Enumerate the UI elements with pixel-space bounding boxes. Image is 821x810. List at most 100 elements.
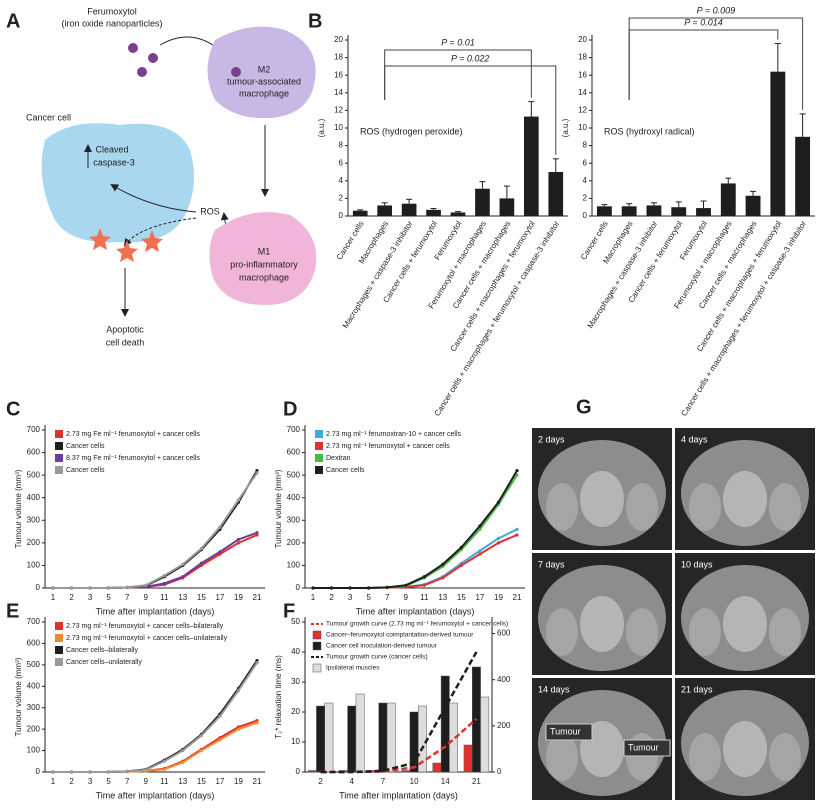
y-tick-label: 0	[296, 767, 301, 776]
point	[515, 469, 519, 473]
bar	[720, 183, 736, 216]
legend-swatch	[55, 622, 63, 630]
x-tick-label: 7	[125, 777, 130, 786]
bar	[450, 212, 466, 216]
x-tick-label: 3	[348, 593, 353, 602]
point	[181, 562, 185, 566]
legend-swatch	[55, 442, 63, 450]
y-tick-label: 4	[583, 176, 588, 185]
point	[51, 770, 55, 774]
line	[53, 470, 258, 589]
bracket	[628, 29, 779, 100]
image-label: 4 days	[681, 434, 708, 444]
legend-label: Cancer–ferumoxytol coimplantation-derive…	[326, 632, 474, 639]
bar	[355, 693, 365, 773]
y-tick-label: 600	[27, 639, 41, 648]
y-tick-label: 600	[27, 448, 41, 457]
y-tick-label: 500	[27, 660, 41, 669]
y-tick-label: 20	[578, 35, 587, 44]
bar	[770, 71, 786, 217]
point	[255, 469, 259, 473]
x-tick-label: 19	[234, 593, 243, 602]
legend-swatch	[315, 466, 323, 474]
mri-organ	[723, 471, 767, 527]
point	[218, 714, 222, 718]
image-label: 10 days	[681, 559, 713, 569]
x-tick-label: 1	[51, 777, 56, 786]
point	[144, 583, 148, 587]
legend-swatch	[312, 641, 322, 651]
point	[162, 581, 166, 586]
x-tick-label: 19	[234, 777, 243, 786]
y-tick-label: 2	[583, 194, 588, 203]
x-tick-label: 21	[253, 593, 262, 602]
x-tick-label: 17	[215, 593, 224, 602]
point	[255, 531, 259, 535]
mri-organ	[723, 596, 767, 652]
panel-label: B	[308, 10, 322, 32]
y-tick-label: 10	[334, 123, 343, 132]
point	[199, 561, 203, 565]
y-tick-label: 10	[578, 123, 587, 132]
x-tick-label: 7	[125, 593, 130, 602]
point	[404, 583, 408, 587]
label: Cleaved	[95, 144, 128, 154]
point	[107, 586, 111, 590]
x-tick-label: 21	[472, 777, 481, 786]
point	[255, 721, 259, 725]
x-tick-label: 15	[197, 593, 206, 602]
label: Ferumoxytol	[87, 6, 137, 16]
point	[478, 524, 482, 528]
x-tick-label: 2	[329, 593, 334, 602]
legend-label: Cancer cell inoculation-derived tumour	[326, 643, 438, 650]
line	[53, 660, 258, 773]
star	[141, 230, 163, 252]
y-axis-label: Tumour volume (mm³)	[274, 469, 283, 548]
y-tick-label: 200	[27, 724, 41, 733]
annotation: P = 0.014	[684, 17, 722, 27]
bar	[745, 195, 761, 216]
legend-label: Cancer cells	[326, 467, 365, 474]
line	[53, 662, 258, 773]
legend-swatch	[315, 442, 323, 450]
label: caspase-3	[93, 157, 135, 167]
mri-organ	[769, 733, 801, 781]
panel-label: E	[6, 600, 19, 622]
y-tick-label: 500	[287, 470, 301, 479]
bar	[480, 696, 490, 773]
mri-organ	[626, 608, 658, 656]
mri-organ	[546, 608, 578, 656]
y-tick-label: 0	[497, 767, 502, 776]
y-tick-label: 700	[27, 617, 41, 626]
y-tick-label: 14	[334, 88, 343, 97]
mri-organ	[546, 733, 578, 781]
legend-swatch	[55, 430, 63, 438]
y-tick-label: 14	[578, 88, 587, 97]
legend-label: Cancer cells–unilaterally	[66, 659, 142, 666]
y-tick-label: 400	[27, 493, 41, 502]
legend-swatch	[55, 658, 63, 666]
m2-macrophage	[207, 26, 316, 119]
point	[125, 769, 129, 773]
y-tick-label: 400	[27, 681, 41, 690]
x-tick-label: 15	[457, 593, 466, 602]
x-tick-label: 21	[253, 777, 262, 786]
bar	[671, 207, 687, 216]
callout-label: Tumour	[550, 726, 581, 736]
legend-label: 2.73 mg Fe ml⁻¹ ferumoxytol + cancer cel…	[66, 431, 200, 438]
bar	[449, 702, 458, 773]
y-tick-label: 400	[497, 675, 511, 684]
bar	[463, 744, 473, 773]
x-tick-label: 3	[88, 593, 93, 602]
y-tick-label: 2	[339, 194, 344, 203]
y-tick-label: 12	[334, 106, 343, 115]
point	[236, 537, 241, 542]
point	[218, 738, 222, 742]
panel-label: F	[283, 600, 295, 622]
y-tick-label: 200	[497, 721, 511, 730]
point	[88, 770, 92, 774]
panel-label: A	[6, 10, 20, 32]
y-axis-label: (a.u.)	[561, 118, 570, 137]
legend-label: 8.37 mg Fe ml⁻¹ ferumoxytol + cancer cel…	[66, 455, 200, 462]
point	[515, 473, 519, 477]
